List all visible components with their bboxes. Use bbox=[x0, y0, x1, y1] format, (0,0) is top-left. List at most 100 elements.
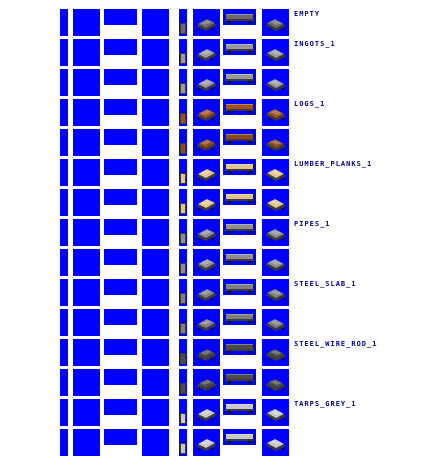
wagon-side-sprite bbox=[223, 219, 256, 235]
sprite-row bbox=[0, 69, 425, 96]
wagon-side-sprite bbox=[223, 9, 256, 25]
sprite-row: PIPES_1 bbox=[0, 219, 425, 246]
blank-square-sprite bbox=[73, 189, 100, 216]
sprite-row bbox=[0, 429, 425, 456]
blank-strip-sprite bbox=[60, 39, 68, 66]
blank-square-sprite bbox=[73, 369, 100, 396]
blank-square-sprite bbox=[142, 69, 169, 96]
blank-wide-sprite bbox=[104, 369, 137, 385]
wagon-angled-sprite bbox=[262, 369, 289, 396]
wagon-angled-sprite bbox=[193, 429, 220, 456]
blank-square-sprite bbox=[73, 99, 100, 126]
blank-strip-sprite bbox=[60, 99, 68, 126]
sprite-label: LUMBER_PLANKS_1 bbox=[294, 160, 373, 168]
wagon-side-sprite bbox=[223, 429, 256, 445]
blank-strip-sprite bbox=[60, 129, 68, 156]
blank-wide-sprite bbox=[104, 339, 137, 355]
wagon-angled-sprite bbox=[193, 399, 220, 426]
blank-strip-sprite bbox=[60, 339, 68, 366]
wagon-angled-sprite bbox=[262, 279, 289, 306]
blank-square-sprite bbox=[73, 249, 100, 276]
blank-wide-sprite bbox=[104, 219, 137, 235]
wagon-angled-sprite bbox=[262, 249, 289, 276]
blank-square-sprite bbox=[142, 339, 169, 366]
blank-square-sprite bbox=[142, 39, 169, 66]
sprite-row: INGOTS_1 bbox=[0, 39, 425, 66]
blank-square-sprite bbox=[73, 159, 100, 186]
wagon-angled-sprite bbox=[262, 309, 289, 336]
blank-strip-sprite bbox=[60, 399, 68, 426]
blank-square-sprite bbox=[142, 9, 169, 36]
wagon-angled-sprite bbox=[193, 369, 220, 396]
blank-square-sprite bbox=[73, 399, 100, 426]
sprite-row: TARPS_GREY_1 bbox=[0, 399, 425, 426]
wagon-strip-sprite bbox=[179, 279, 187, 306]
blank-square-sprite bbox=[73, 279, 100, 306]
wagon-side-sprite bbox=[223, 129, 256, 145]
blank-square-sprite bbox=[73, 339, 100, 366]
blank-wide-sprite bbox=[104, 159, 137, 175]
blank-wide-sprite bbox=[104, 399, 137, 415]
sprite-label: EMPTY bbox=[294, 10, 321, 18]
blank-wide-sprite bbox=[104, 129, 137, 145]
blank-square-sprite bbox=[142, 219, 169, 246]
blank-wide-sprite bbox=[104, 189, 137, 205]
blank-strip-sprite bbox=[60, 9, 68, 36]
wagon-strip-sprite bbox=[179, 99, 187, 126]
wagon-side-sprite bbox=[223, 369, 256, 385]
sprite-row bbox=[0, 309, 425, 336]
wagon-side-sprite bbox=[223, 399, 256, 415]
blank-wide-sprite bbox=[104, 429, 137, 445]
blank-square-sprite bbox=[142, 429, 169, 456]
wagon-angled-sprite bbox=[262, 429, 289, 456]
blank-wide-sprite bbox=[104, 309, 137, 325]
blank-square-sprite bbox=[73, 69, 100, 96]
blank-strip-sprite bbox=[60, 309, 68, 336]
blank-square-sprite bbox=[142, 99, 169, 126]
wagon-angled-sprite bbox=[193, 9, 220, 36]
wagon-angled-sprite bbox=[262, 129, 289, 156]
sprite-row bbox=[0, 249, 425, 276]
sprite-label: TARPS_GREY_1 bbox=[294, 400, 357, 408]
sprite-label: STEEL_WIRE_ROD_1 bbox=[294, 340, 378, 348]
wagon-angled-sprite bbox=[193, 279, 220, 306]
blank-square-sprite bbox=[73, 39, 100, 66]
wagon-side-sprite bbox=[223, 279, 256, 295]
sprite-label: PIPES_1 bbox=[294, 220, 331, 228]
blank-wide-sprite bbox=[104, 9, 137, 25]
blank-square-sprite bbox=[142, 399, 169, 426]
wagon-side-sprite bbox=[223, 339, 256, 355]
blank-strip-sprite bbox=[60, 249, 68, 276]
wagon-strip-sprite bbox=[179, 189, 187, 216]
sprite-row: EMPTY bbox=[0, 9, 425, 36]
wagon-angled-sprite bbox=[262, 219, 289, 246]
wagon-angled-sprite bbox=[193, 249, 220, 276]
wagon-strip-sprite bbox=[179, 429, 187, 456]
wagon-angled-sprite bbox=[262, 189, 289, 216]
blank-wide-sprite bbox=[104, 249, 137, 265]
wagon-strip-sprite bbox=[179, 9, 187, 36]
wagon-strip-sprite bbox=[179, 339, 187, 366]
wagon-angled-sprite bbox=[193, 189, 220, 216]
wagon-strip-sprite bbox=[179, 69, 187, 96]
blank-wide-sprite bbox=[104, 279, 137, 295]
blank-strip-sprite bbox=[60, 369, 68, 396]
sprite-row bbox=[0, 129, 425, 156]
sprite-label: STEEL_SLAB_1 bbox=[294, 280, 357, 288]
sprite-label: LOGS_1 bbox=[294, 100, 326, 108]
sprite-row: STEEL_WIRE_ROD_1 bbox=[0, 339, 425, 366]
blank-square-sprite bbox=[73, 309, 100, 336]
sprite-row: LOGS_1 bbox=[0, 99, 425, 126]
wagon-side-sprite bbox=[223, 159, 256, 175]
wagon-strip-sprite bbox=[179, 39, 187, 66]
blank-square-sprite bbox=[142, 129, 169, 156]
blank-strip-sprite bbox=[60, 189, 68, 216]
wagon-angled-sprite bbox=[262, 39, 289, 66]
blank-strip-sprite bbox=[60, 159, 68, 186]
wagon-side-sprite bbox=[223, 189, 256, 205]
wagon-strip-sprite bbox=[179, 159, 187, 186]
wagon-angled-sprite bbox=[262, 159, 289, 186]
blank-square-sprite bbox=[142, 249, 169, 276]
wagon-side-sprite bbox=[223, 309, 256, 325]
